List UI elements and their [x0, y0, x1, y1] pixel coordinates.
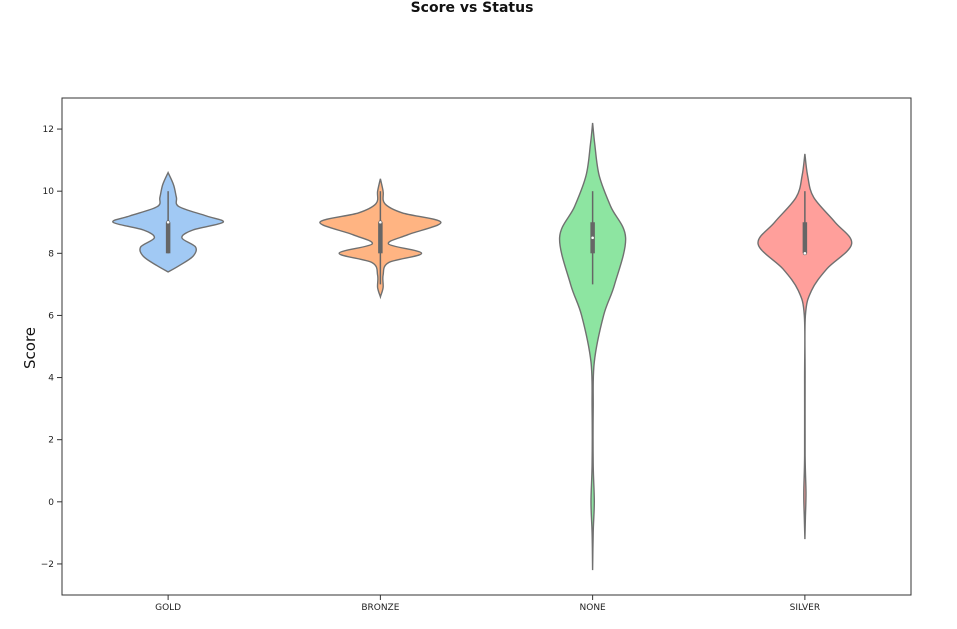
y-tick-label: 6 — [48, 311, 54, 321]
violin-median — [378, 220, 383, 225]
violin-body — [757, 153, 853, 540]
y-tick-label: 10 — [43, 187, 55, 197]
y-tick-label: 8 — [48, 249, 54, 259]
chart-title: Score vs Status — [411, 0, 534, 16]
ticks-layer: −2 0 2 4 6 8 10 12 GOLD BRONZE NONE SILVER — [41, 125, 820, 613]
violin-gold — [112, 170, 225, 273]
x-tick-label-none: NONE — [580, 603, 607, 613]
y-tick-label: 4 — [48, 374, 54, 384]
x-tick-label-silver: SILVER — [790, 603, 821, 613]
violin-median — [166, 220, 171, 225]
violin-body — [558, 122, 627, 571]
violin-silver — [757, 153, 853, 540]
violins-layer — [112, 122, 853, 571]
y-tick-label: 2 — [48, 436, 54, 446]
y-tick-label: −2 — [41, 560, 54, 570]
x-tick-label-gold: GOLD — [155, 603, 181, 613]
violin-none — [558, 122, 627, 571]
violin-median — [802, 251, 807, 256]
y-tick-label: 12 — [43, 125, 54, 135]
y-tick-label: 0 — [48, 498, 54, 508]
x-tick-label-bronze: BRONZE — [361, 603, 399, 613]
y-axis-label: Score — [21, 327, 39, 369]
plot-frame — [61, 97, 912, 596]
violin-median — [590, 235, 595, 240]
violin-bronze — [319, 178, 442, 300]
